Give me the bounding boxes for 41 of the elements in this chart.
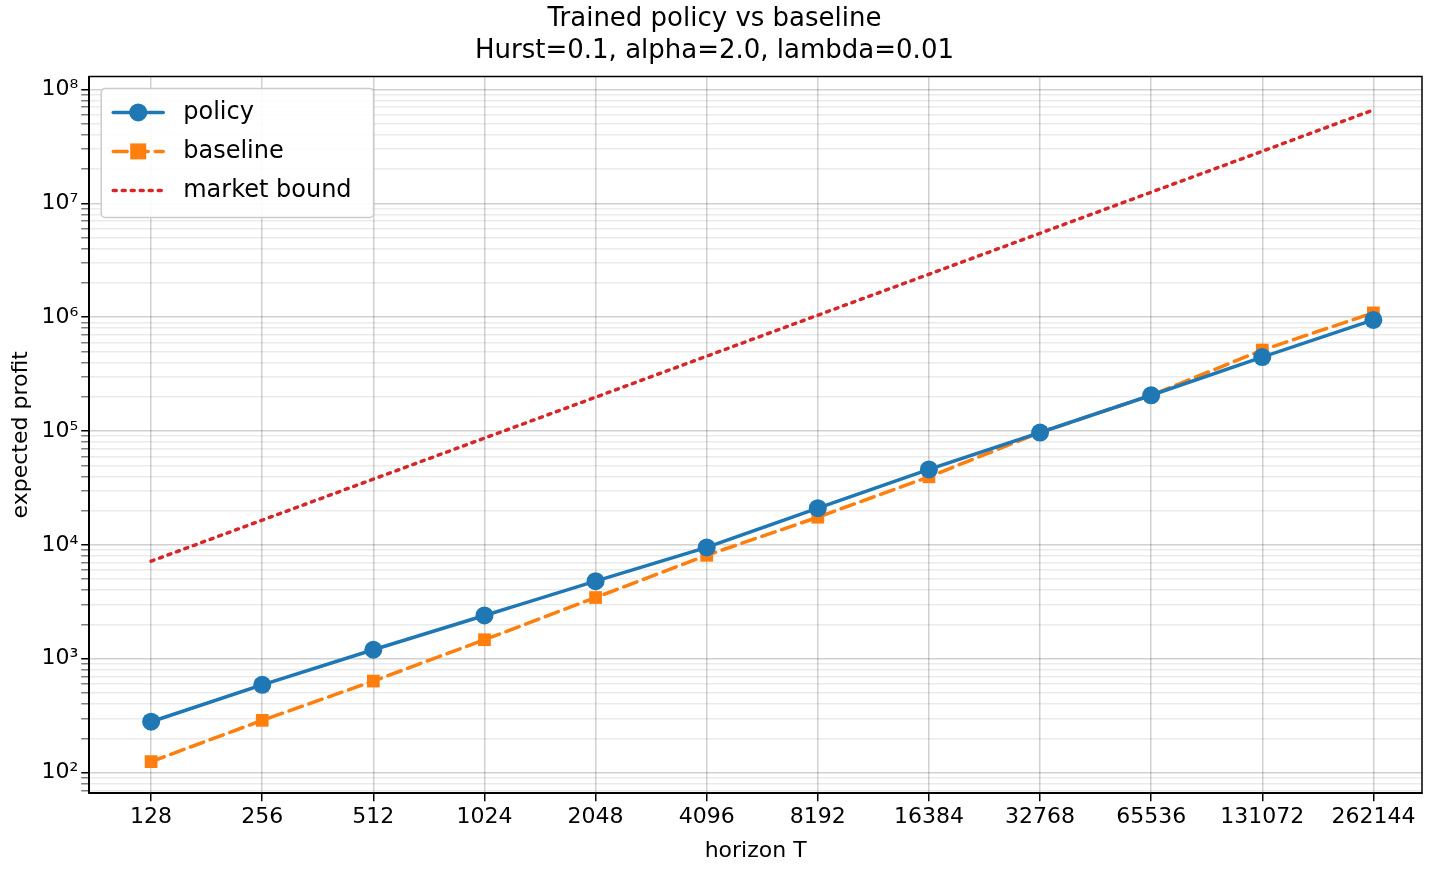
x-tick-label: 128	[130, 803, 173, 829]
point	[1253, 348, 1272, 367]
x-tick-label: 131072	[1220, 803, 1305, 829]
point	[478, 633, 491, 647]
x-tick-label: 8192	[789, 803, 846, 829]
x-tick-label: 32768	[1005, 803, 1076, 829]
point	[475, 606, 494, 625]
y-tick-label: 10³	[41, 644, 79, 670]
x-tick-label: 2048	[567, 803, 624, 829]
point	[808, 499, 827, 518]
chart-subtitle: Hurst=0.1, alpha=2.0, lambda=0.01	[475, 33, 954, 64]
point	[142, 712, 161, 731]
y-axis-title: expected profit	[6, 350, 32, 519]
y-tick-label: 10⁸	[41, 75, 79, 101]
point	[253, 675, 272, 694]
legend-label: market bound	[183, 174, 352, 203]
y-tick-label: 10⁵	[41, 416, 79, 442]
y-tick-label: 10⁶	[41, 302, 79, 328]
x-tick-label: 256	[241, 803, 284, 829]
x-tick-label: 65536	[1116, 803, 1187, 829]
x-tick-label: 16384	[893, 803, 964, 829]
point	[919, 460, 938, 479]
point	[697, 538, 716, 557]
point	[366, 674, 380, 688]
legend-label: policy	[183, 96, 254, 125]
y-tick-label: 10²	[41, 758, 79, 784]
x-tick-label: 512	[352, 803, 395, 829]
chart-title: Trained policy vs baseline	[546, 2, 882, 33]
point	[144, 755, 158, 768]
point	[1364, 310, 1383, 329]
point	[255, 713, 269, 727]
point	[589, 591, 602, 604]
x-tick-label: 262144	[1331, 803, 1416, 829]
x-axis-title: horizon T	[704, 836, 808, 862]
x-tick-label: 4096	[678, 803, 735, 829]
legend-label: baseline	[183, 135, 284, 164]
point	[364, 640, 383, 659]
y-tick-label: 10⁷	[41, 188, 79, 214]
x-tick-label: 1024	[456, 803, 513, 829]
y-tick-label: 10⁴	[41, 530, 79, 556]
point	[586, 572, 605, 591]
